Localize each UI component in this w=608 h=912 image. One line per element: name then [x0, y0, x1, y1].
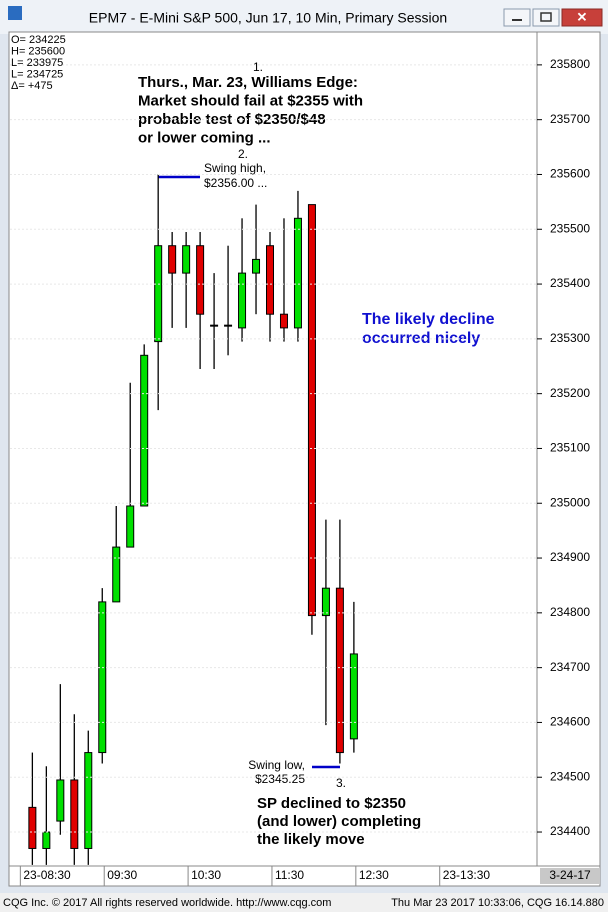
down-body — [335, 587, 344, 754]
up-body — [252, 258, 261, 274]
up-body — [349, 653, 358, 740]
annotation-line: the likely move — [257, 831, 365, 848]
app-icon — [8, 6, 22, 20]
y-tick-label: 234500 — [550, 769, 590, 783]
y-axis-panel — [536, 31, 601, 867]
down-body — [168, 245, 177, 274]
annotation-line: occurred nicely — [362, 330, 480, 347]
annotations: 1.Thurs., Mar. 23, Williams Edge:Market … — [138, 60, 495, 848]
footer-left: CQG Inc. © 2017 All rights reserved worl… — [3, 897, 331, 909]
x-tick-label: 11:30 — [275, 868, 304, 882]
annotation-line: (and lower) completing — [257, 813, 421, 830]
y-tick-label: 234700 — [550, 660, 590, 674]
info-line: L= 233975 — [11, 57, 63, 69]
up-body — [321, 587, 330, 617]
up-body — [182, 245, 191, 274]
info-line: H= 235600 — [11, 45, 65, 57]
plot-area — [8, 31, 538, 867]
y-tick-label: 235000 — [550, 495, 590, 509]
y-tick-label: 235600 — [550, 167, 590, 181]
y-tick-label: 235700 — [550, 112, 590, 126]
annotation-line: Market should fail at $2355 with — [138, 92, 363, 109]
candles — [28, 174, 358, 865]
info-line: Δ= +475 — [11, 80, 53, 92]
annotation-line: Swing high, — [204, 161, 266, 175]
y-tick-label: 234600 — [550, 715, 590, 729]
up-body — [238, 272, 247, 329]
annotation-line: or lower coming ... — [138, 129, 271, 146]
down-body — [266, 245, 275, 315]
y-tick-label: 235100 — [550, 441, 590, 455]
y-tick-label: 235300 — [550, 331, 590, 345]
y-tick-label: 235500 — [550, 221, 590, 235]
x-tick-label: 10:30 — [191, 868, 221, 882]
up-body — [224, 324, 233, 327]
status-bar — [0, 893, 608, 912]
up-body — [126, 505, 135, 548]
y-tick-label: 235400 — [550, 276, 590, 290]
down-body — [279, 313, 288, 329]
maximize-icon — [540, 12, 552, 22]
y-tick-label: 234800 — [550, 605, 590, 619]
up-body — [293, 217, 302, 329]
window-title: EPM7 - E-Mini S&P 500, Jun 17, 10 Min, P… — [89, 10, 447, 26]
annotation-line: $2345.25 — [255, 772, 305, 786]
date-label: 3-24-17 — [549, 868, 591, 882]
y-tick-label: 234400 — [550, 824, 590, 838]
annotation-line: SP declined to $2350 — [257, 795, 406, 812]
down-body — [307, 204, 316, 617]
x-tick-label: 09:30 — [107, 868, 137, 882]
x-tick-label: 23-13:30 — [443, 868, 491, 882]
close-button[interactable] — [561, 8, 603, 27]
annotation-line: $2356.00 ... — [204, 176, 267, 190]
down-body — [196, 245, 205, 315]
up-body — [98, 601, 107, 754]
info-line: L= 234725 — [11, 68, 63, 80]
y-tick-label: 235800 — [550, 57, 590, 71]
up-body — [56, 779, 65, 822]
up-body — [210, 324, 219, 327]
annotation-line: The likely decline — [362, 311, 495, 328]
close-icon: ✕ — [577, 9, 588, 24]
up-body — [112, 546, 121, 603]
x-tick-label: 23-08:30 — [23, 868, 71, 882]
annotation-number: 1. — [253, 60, 263, 74]
y-tick-label: 235200 — [550, 386, 590, 400]
y-tick-label: 234900 — [550, 550, 590, 564]
footer-right: Thu Mar 23 2017 10:33:06, CQG 16.14.880 — [391, 897, 604, 909]
annotation-line: Swing low, — [248, 758, 305, 772]
up-body — [84, 752, 93, 849]
date-box — [540, 868, 600, 884]
up-body — [154, 245, 163, 343]
x-tick-label: 12:30 — [359, 868, 389, 882]
maximize-button[interactable] — [532, 8, 560, 27]
up-body — [140, 354, 149, 507]
minimize-button[interactable] — [503, 8, 531, 27]
annotation-number: 3. — [336, 776, 346, 790]
annotation-line: Thurs., Mar. 23, Williams Edge: — [138, 74, 358, 91]
info-line: O= 234225 — [11, 34, 66, 46]
x-axis-panel — [8, 865, 601, 887]
annotation-number: 2. — [238, 147, 248, 161]
down-body — [28, 806, 37, 849]
down-body — [70, 779, 79, 849]
up-body — [42, 831, 51, 849]
